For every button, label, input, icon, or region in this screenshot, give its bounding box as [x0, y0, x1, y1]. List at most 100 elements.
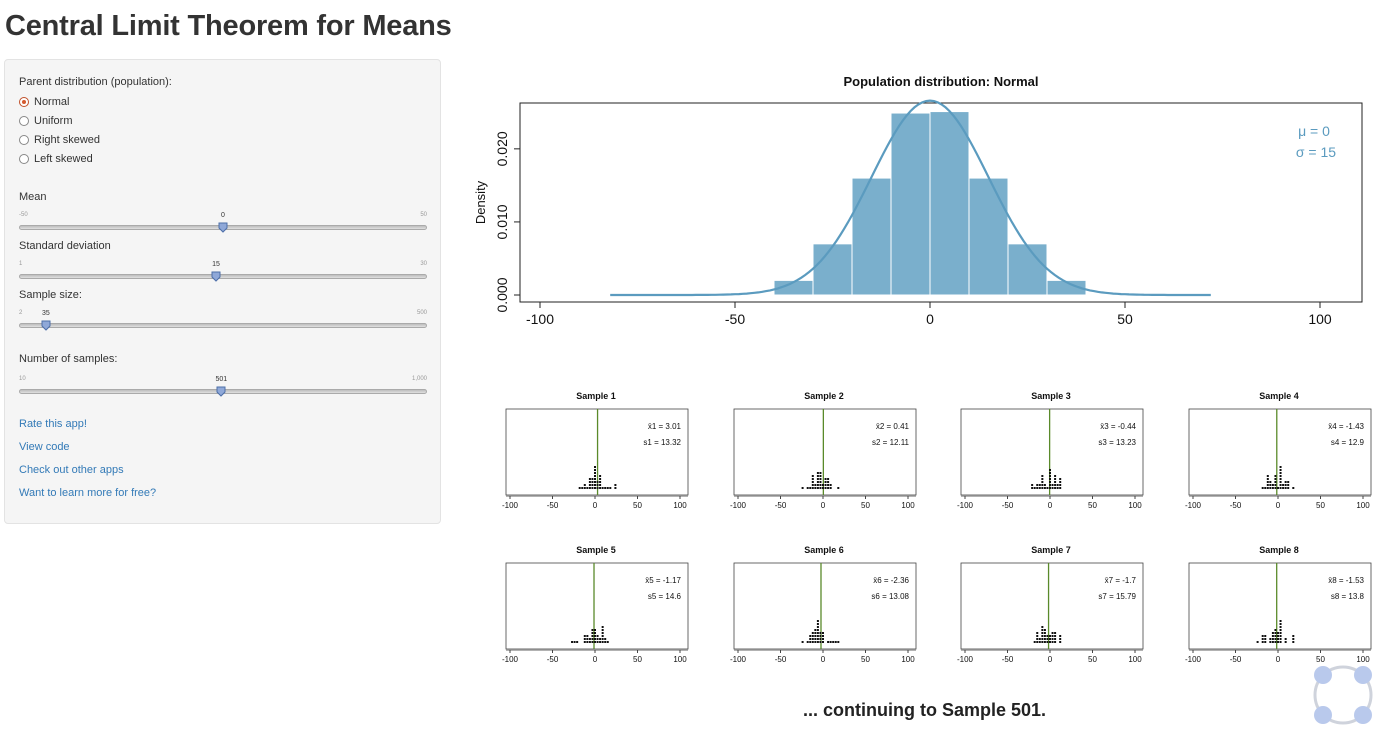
- radio-right-skewed[interactable]: Right skewed: [19, 133, 100, 147]
- rate-app-link[interactable]: Rate this app!: [19, 418, 87, 430]
- sample-dot: [1274, 635, 1277, 637]
- slider-handle[interactable]: [216, 386, 226, 397]
- histogram-bar: [968, 177, 1009, 296]
- sample-dot: [1049, 475, 1051, 477]
- sample-x-tick-label: 0: [593, 655, 598, 662]
- sample-x-tick-label: -100: [502, 655, 519, 662]
- learn-more-link[interactable]: Want to learn more for free?: [19, 487, 157, 499]
- histogram-bar: [851, 177, 892, 296]
- other-apps-link[interactable]: Check out other apps: [19, 464, 124, 476]
- radio-normal[interactable]: Normal: [19, 95, 69, 109]
- sample-dot: [594, 487, 596, 489]
- slider-handle[interactable]: [41, 320, 51, 331]
- num-samples-slider[interactable]: 10 501 1,000: [19, 376, 427, 406]
- sample-dot: [1051, 487, 1054, 489]
- sample-title: Sample 5: [576, 545, 616, 555]
- histogram-bar: [1007, 243, 1048, 296]
- sample-dot: [1284, 641, 1287, 643]
- sample-dot: [1059, 635, 1062, 637]
- sd-slider[interactable]: 1 15 30: [19, 261, 427, 291]
- sample-dot: [604, 641, 607, 643]
- radio-left-skewed-button[interactable]: [19, 154, 29, 164]
- sample-dot: [1051, 632, 1054, 634]
- sample-plot-frame: [505, 562, 689, 650]
- sample-chart: Sample 6 x̄6 = -2.36 s6 = 13.08 -100 -50 0 50 1…: [730, 545, 917, 662]
- sample-dot: [1041, 632, 1044, 634]
- sample-dot: [594, 481, 596, 483]
- radio-right-skewed-button[interactable]: [19, 135, 29, 145]
- sample-dot: [599, 478, 602, 480]
- mean-slider[interactable]: -50 0 50: [19, 212, 427, 242]
- sample-dot: [829, 484, 832, 486]
- sample-dot: [591, 481, 594, 483]
- sample-x-tick-label: -50: [1230, 501, 1242, 508]
- sample-dot: [594, 466, 596, 468]
- sample-title: Sample 1: [576, 391, 616, 401]
- sample-dot: [816, 620, 819, 622]
- sample-dot: [1046, 641, 1049, 643]
- slider-track[interactable]: [19, 323, 427, 328]
- slider-handle[interactable]: [218, 222, 228, 233]
- sample-mean-label: x̄4 = -1.43: [1328, 422, 1364, 431]
- sample-dot: [1279, 472, 1282, 474]
- sample-x-tick-label: -100: [1185, 501, 1202, 508]
- sample-dot: [588, 641, 591, 643]
- sample-sd-label: s8 = 13.8: [1331, 592, 1365, 601]
- slider-handle[interactable]: [211, 271, 221, 282]
- radio-uniform[interactable]: Uniform: [19, 114, 73, 128]
- sample-size-slider-label: Sample size:: [19, 289, 82, 301]
- sample-sd-label: s7 = 15.79: [1098, 592, 1136, 601]
- sample-chart: Sample 4 x̄4 = -1.43 s4 = 12.9 -100 -50 0 50 10…: [1185, 391, 1372, 508]
- sample-dot: [1054, 484, 1057, 486]
- sample-dot: [1271, 638, 1274, 640]
- sample-dot: [586, 635, 589, 637]
- slider-track[interactable]: [19, 274, 427, 279]
- sample-dot: [824, 487, 827, 489]
- radio-left-skewed[interactable]: Left skewed: [19, 152, 93, 166]
- sample-dot: [1038, 487, 1041, 489]
- sample-dot: [811, 481, 814, 483]
- sample-dot: [1046, 638, 1049, 640]
- sample-dot: [811, 635, 814, 637]
- sample-dot: [586, 638, 589, 640]
- view-code-link[interactable]: View code: [19, 441, 70, 453]
- sample-x-tick-label: -100: [502, 501, 519, 508]
- sample-dot: [576, 641, 579, 643]
- radio-normal-button[interactable]: [19, 97, 29, 107]
- sample-dot: [594, 632, 596, 634]
- sample-dot: [583, 487, 586, 489]
- sample-dot: [594, 469, 596, 471]
- radio-uniform-button[interactable]: [19, 116, 29, 126]
- sample-dot: [801, 641, 804, 643]
- sample-x-tick-label: 50: [633, 655, 642, 662]
- sample-size-slider[interactable]: 2 35 500: [19, 310, 427, 340]
- y-tick-label: 0.010: [494, 204, 510, 239]
- sample-dot: [599, 484, 602, 486]
- radio-right-skewed-label: Right skewed: [34, 134, 101, 146]
- sample-dot: [1033, 487, 1036, 489]
- sample-x-tick-label: -100: [957, 655, 974, 662]
- sample-dot: [1264, 641, 1267, 643]
- sample-dot: [573, 641, 576, 643]
- sample-dot: [834, 641, 837, 643]
- sample-dot: [1292, 641, 1295, 643]
- sample-mean-label: x̄8 = -1.53: [1328, 576, 1364, 585]
- sample-dot: [824, 481, 827, 483]
- sample-mean-label: x̄7 = -1.7: [1105, 576, 1137, 585]
- sample-dot: [599, 481, 602, 483]
- sample-dot: [811, 638, 814, 640]
- sample-dot: [1279, 475, 1282, 477]
- sample-dot: [1292, 635, 1295, 637]
- parent-distribution-label: Parent distribution (population):: [19, 76, 172, 88]
- sample-dot: [809, 635, 812, 637]
- sample-x-tick-label: -50: [547, 501, 559, 508]
- sample-dot: [594, 484, 596, 486]
- sample-dot: [1279, 635, 1282, 637]
- sample-dot: [1051, 641, 1054, 643]
- sample-dot: [591, 641, 594, 643]
- sample-mean-label: x̄5 = -1.17: [645, 576, 681, 585]
- sample-dot: [819, 475, 822, 477]
- sample-dot: [1043, 484, 1046, 486]
- sample-x-tick-label: -100: [730, 501, 747, 508]
- sample-x-tick-label: 100: [1128, 655, 1142, 662]
